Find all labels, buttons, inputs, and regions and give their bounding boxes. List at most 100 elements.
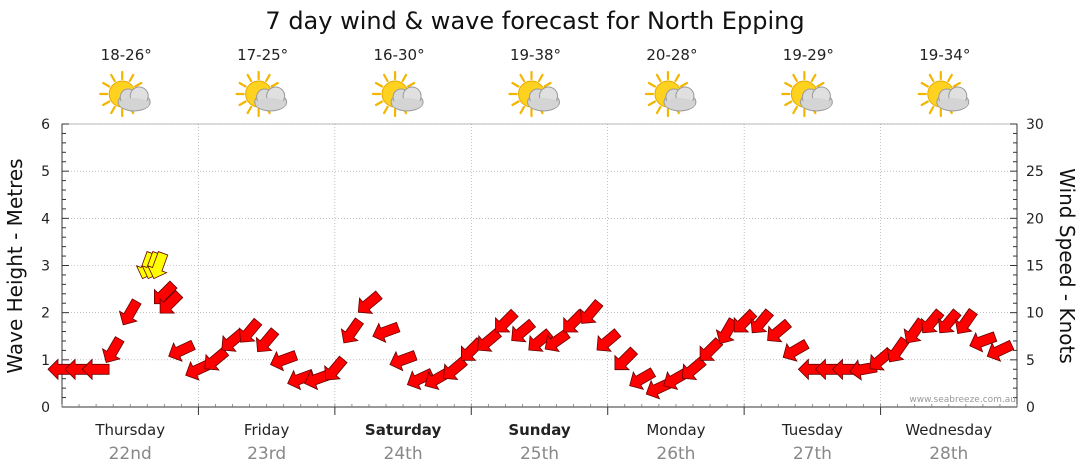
sun-ray	[511, 100, 520, 107]
wind-arrow	[270, 350, 299, 372]
wind-arrow	[969, 331, 998, 353]
cloud-base	[119, 98, 150, 110]
sun-ray	[543, 81, 552, 88]
wind-arrow	[938, 308, 962, 334]
day-date-label: 24th	[384, 444, 423, 464]
cloud-base	[937, 98, 968, 110]
y-tick-label-right: 0	[1026, 400, 1035, 416]
day-date-label: 25th	[520, 444, 559, 464]
wind-arrow	[511, 318, 537, 343]
wind-arrow	[168, 339, 196, 362]
sun-ray	[810, 73, 817, 83]
wind-arrow	[477, 328, 503, 352]
day-name-label: Saturday	[365, 421, 442, 439]
sun-ray	[246, 73, 253, 83]
sun-ray	[265, 73, 271, 83]
temperature-label: 19-29°	[783, 46, 834, 64]
day-name-label: Sunday	[508, 421, 571, 439]
y-tick-label-right: 10	[1026, 306, 1044, 322]
y-tick-label-left: 2	[41, 306, 50, 322]
wind-arrow	[920, 308, 945, 334]
sun-ray	[401, 73, 408, 83]
sun-ray	[511, 81, 520, 88]
wind-arrow	[544, 328, 571, 353]
sun-ray	[382, 105, 389, 115]
wind-arrow	[733, 308, 758, 333]
wind-arrow	[287, 369, 316, 391]
day-date-label: 23rd	[247, 444, 286, 464]
wind-arrow	[159, 289, 184, 314]
sun-ray	[238, 100, 247, 107]
day-name-label: Tuesday	[781, 421, 843, 439]
sun-ray	[952, 81, 961, 88]
wind-arrow	[596, 328, 622, 352]
sun-ray	[374, 100, 384, 107]
temperature-label: 16-30°	[374, 46, 425, 64]
wind-arrow	[118, 298, 142, 326]
wind-arrow	[238, 317, 263, 343]
day-name-label: Friday	[244, 421, 290, 439]
sun-ray	[928, 73, 935, 83]
wind-arrow	[750, 308, 774, 334]
day-date-label: 22nd	[109, 444, 152, 464]
sun-ray	[792, 105, 798, 115]
wind-arrow	[699, 337, 724, 361]
sun-ray	[655, 105, 662, 115]
y-tick-label-left: 4	[41, 211, 50, 227]
wind-arrow	[767, 318, 793, 343]
partly-cloudy-sun-icon	[371, 70, 424, 118]
y-tick-label-left: 0	[41, 400, 50, 416]
sun-ray	[647, 81, 657, 88]
temperature-label: 19-38°	[510, 46, 561, 64]
partly-cloudy-sun-icon	[644, 70, 697, 118]
sun-ray	[238, 81, 247, 88]
day-labels: Thursday 22nd Friday 23rd Saturday 24th Sunday…	[94, 421, 992, 464]
sun-ray	[519, 73, 526, 83]
wind-arrow	[204, 347, 230, 371]
sun-ray	[928, 105, 935, 115]
sun-ray	[406, 81, 416, 88]
partly-cloudy-sun-icon	[508, 70, 560, 118]
wind-arrow	[324, 355, 348, 381]
sun-ray	[655, 73, 662, 83]
temperature-label: 20-28°	[646, 46, 697, 64]
y-tick-label-right: 20	[1026, 211, 1044, 227]
wind-arrow	[357, 290, 383, 314]
wind-arrow	[372, 321, 401, 344]
partly-cloudy-sun-icon	[99, 70, 151, 118]
y-tick-label-right: 25	[1026, 164, 1044, 180]
partly-cloudy-sun-icon	[235, 70, 288, 118]
wind-arrow	[629, 367, 657, 390]
sun-ray	[110, 105, 116, 115]
y-tick-label-left: 5	[41, 164, 50, 180]
wind-arrow	[528, 328, 554, 352]
wind-arrow	[986, 339, 1015, 362]
y-tick-label-left: 1	[41, 353, 50, 369]
day-name-label: Thursday	[94, 421, 165, 439]
y-tick-label-right: 5	[1026, 353, 1035, 369]
wind-arrow	[614, 346, 639, 371]
daily-temperature-row: 18-26° 17-25° 16-30° 19-38° 20-28° 19-29° 19-3…	[99, 46, 970, 118]
partly-cloudy-sun-icon	[781, 70, 833, 118]
y-tick-label-right: 30	[1026, 117, 1044, 133]
day-name-label: Monday	[646, 421, 705, 439]
sun-ray	[920, 81, 929, 88]
y-axis-title-left: Wave Height - Metres	[3, 158, 27, 373]
wind-arrow	[340, 317, 365, 344]
y-tick-label-left: 3	[41, 259, 50, 275]
partly-cloudy-sun-icon	[917, 70, 970, 118]
sun-ray	[128, 73, 135, 83]
wind-arrow	[715, 317, 739, 345]
wind-arrow	[579, 298, 604, 324]
sun-ray	[382, 73, 389, 83]
y-axis-title-right: Wind Speed - Knots	[1055, 168, 1079, 364]
y-tick-label-right: 15	[1026, 259, 1044, 275]
sun-ray	[792, 73, 798, 83]
sun-ray	[102, 100, 111, 107]
wind-arrow	[782, 339, 810, 362]
cloud-base	[528, 98, 559, 110]
sun-ray	[816, 81, 825, 88]
day-date-label: 28th	[929, 444, 968, 464]
wind-arrow	[954, 308, 978, 335]
